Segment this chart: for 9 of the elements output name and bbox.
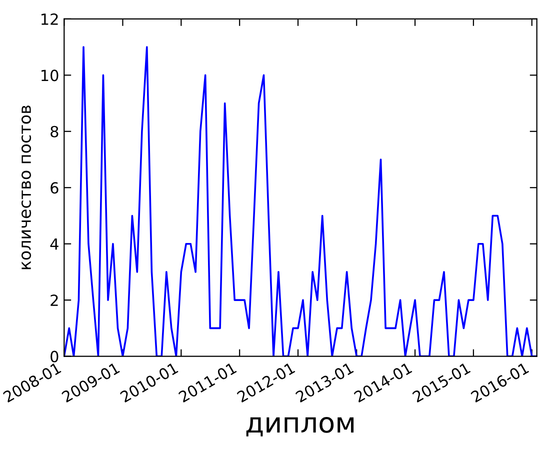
y-tick-label: 10 bbox=[42, 70, 58, 82]
y-axis-title: количество постов bbox=[21, 106, 32, 270]
x-axis-title: диплом bbox=[246, 416, 354, 436]
y-tick-label: 0 bbox=[50, 350, 58, 362]
y-tick-label: 2 bbox=[50, 294, 58, 306]
y-tick-label: 4 bbox=[50, 238, 58, 250]
y-tick-label: 6 bbox=[50, 182, 58, 194]
y-tick-label: 12 bbox=[42, 13, 58, 25]
y-tick-label: 8 bbox=[50, 126, 58, 138]
